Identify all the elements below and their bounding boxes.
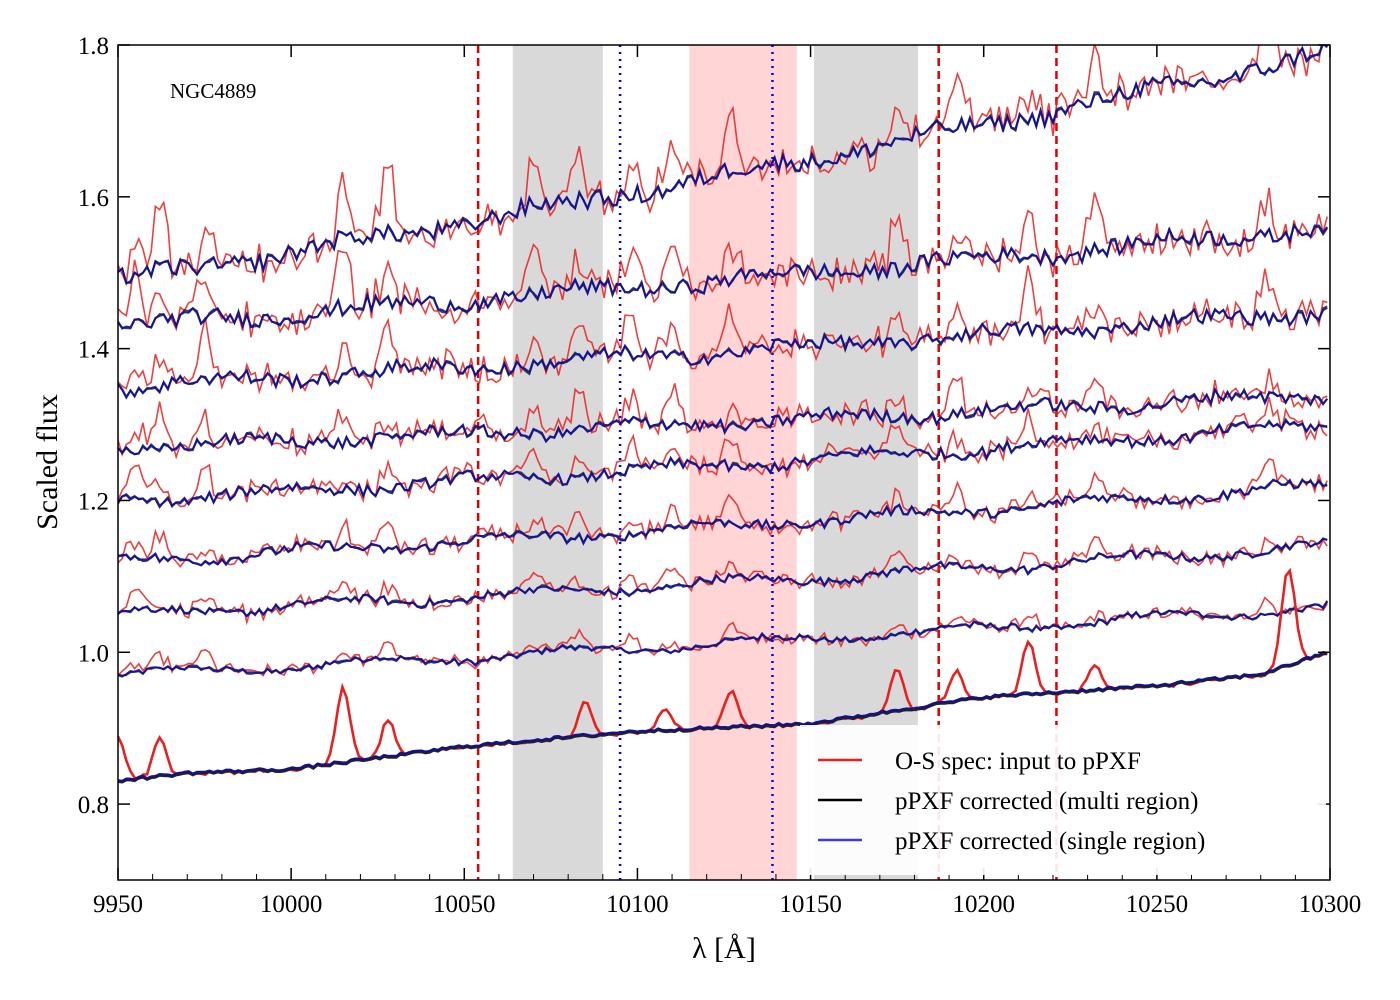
single-region-spectrum-1 [118, 600, 1329, 677]
y-tick-label-1.2: 1.2 [78, 488, 109, 515]
y-tick-label-0.8: 0.8 [78, 792, 109, 819]
y-tick-label-1.6: 1.6 [78, 185, 109, 212]
plot-frame [117, 44, 1331, 881]
shaded-band-gray-1 [512, 45, 603, 880]
input-spectrum-4 [118, 397, 1328, 508]
object-annotation: NGC4889 [170, 79, 256, 103]
single-region-spectrum-6 [118, 306, 1328, 400]
x-tick-label-10100: 10100 [606, 891, 669, 918]
legend: O-S spec: input to pPXF pPXF corrected (m… [800, 725, 1326, 875]
legend-label-1: O-S spec: input to pPXF [895, 748, 1141, 775]
stacked-spectrum-4 [118, 397, 1328, 510]
bottom-multi-region-spectrum [118, 652, 1328, 784]
axis-ticks: 9950 10000 10050 10100 10150 10200 10250 10300 0… [78, 33, 1362, 918]
input-spectrum-7 [118, 187, 1328, 338]
x-tick-label-10300: 10300 [1299, 891, 1362, 918]
single-region-spectrum-5 [118, 386, 1329, 456]
legend-label-2: pPXF corrected (multi region) [895, 788, 1198, 815]
x-tick-label-10050: 10050 [433, 891, 496, 918]
x-tick-label-10200: 10200 [952, 891, 1015, 918]
y-tick-label-1: 1.0 [78, 640, 109, 667]
plot-lines [118, 45, 1329, 784]
bottom-single-region-spectrum [118, 650, 1328, 782]
single-region-spectrum-8 [118, 45, 1328, 285]
legend-background [800, 725, 1326, 875]
stacked-spectrum-8 [118, 45, 1328, 287]
y-tick-label-1.8: 1.8 [78, 33, 109, 60]
single-region-spectrum-2 [118, 537, 1328, 618]
x-tick-label-10150: 10150 [779, 891, 842, 918]
x-tick-label-10000: 10000 [260, 891, 323, 918]
stacked-spectrum-7 [118, 187, 1329, 338]
x-axis-label: λ [Å] [692, 932, 756, 965]
stacked-spectrum-1 [118, 596, 1329, 678]
y-tick-label-1.4: 1.4 [78, 337, 110, 364]
single-region-spectrum-7 [118, 222, 1329, 330]
legend-label-3: pPXF corrected (single region) [895, 828, 1205, 855]
single-region-spectrum-3 [118, 478, 1328, 567]
y-axis-label: Scaled flux [31, 394, 64, 530]
single-region-spectrum-4 [118, 419, 1328, 508]
stacked-spectrum-3 [118, 458, 1328, 568]
input-spectrum-6 [118, 265, 1328, 395]
stacked-spectrum-6 [118, 265, 1328, 400]
x-tick-label-9950: 9950 [93, 891, 143, 918]
bottom-spectrum [118, 567, 1328, 784]
x-tick-label-10250: 10250 [1126, 891, 1189, 918]
stacked-spectrum-5 [118, 368, 1329, 460]
stacked-spectrum-2 [118, 535, 1328, 626]
